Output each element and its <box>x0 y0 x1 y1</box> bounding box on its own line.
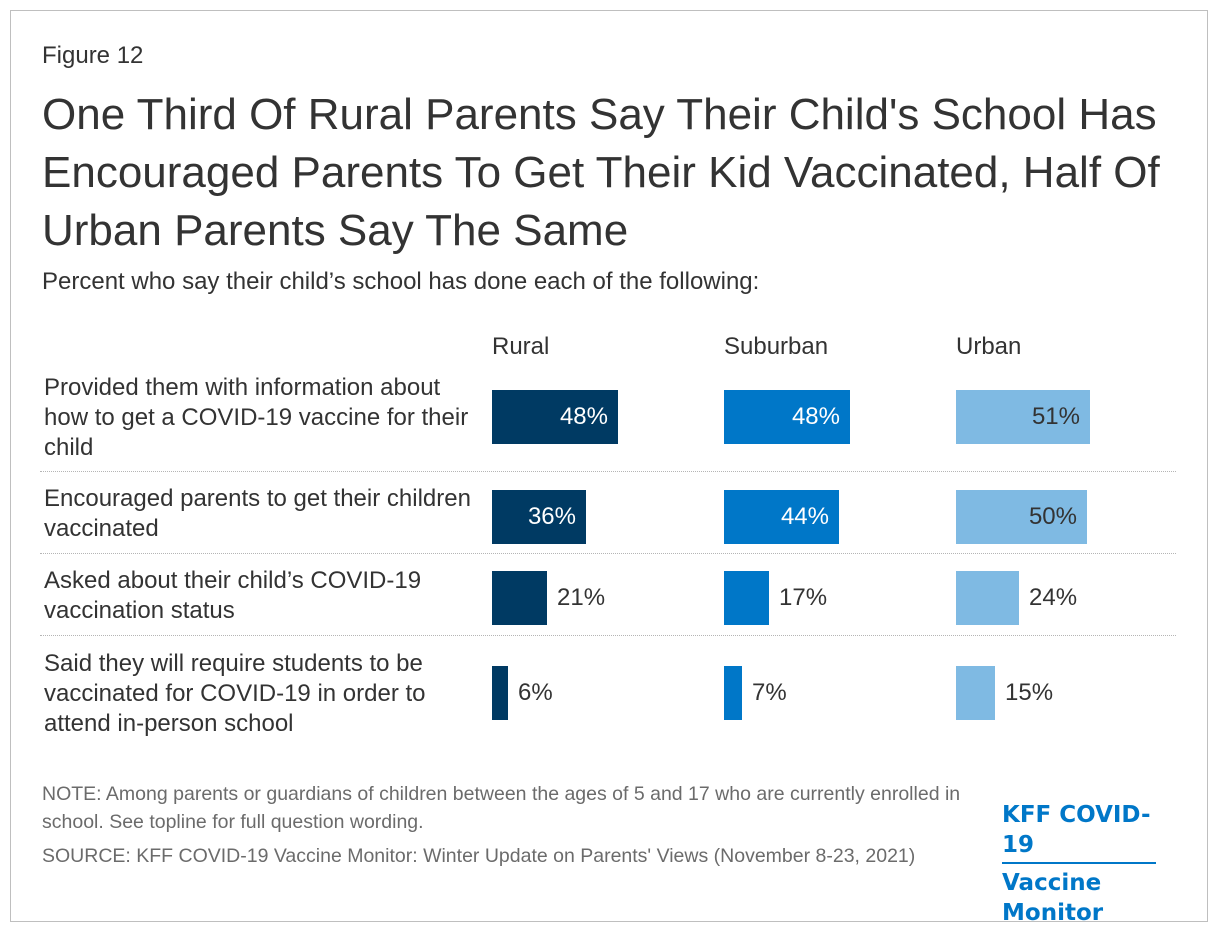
bar-suburban <box>724 666 742 720</box>
bar-value-label: 24% <box>1029 584 1078 611</box>
column-header-suburban: Suburban <box>724 333 829 360</box>
bar-value-label: 48% <box>559 403 608 430</box>
bar-suburban <box>724 390 850 444</box>
bar-value-label: 21% <box>557 584 606 611</box>
logo-line-2: Vaccine Monitor <box>1002 870 1104 926</box>
bar-value-label: 15% <box>1005 679 1054 706</box>
chart-title: One Third Of Rural Parents Say Their Chi… <box>42 90 1160 255</box>
row-label: Encouraged parents to get their children… <box>44 485 471 542</box>
bar-value-label: 6% <box>518 679 553 706</box>
bar-suburban <box>724 571 769 625</box>
logo-line-1: KFF COVID-19 <box>1002 800 1156 864</box>
row-label: Said they will require students to be va… <box>44 650 426 737</box>
bar-rural <box>492 571 547 625</box>
bar-value-label: 17% <box>779 584 828 611</box>
row-divider <box>40 553 1176 554</box>
row-divider <box>40 471 1176 472</box>
chart-subtitle: Percent who say their child’s school has… <box>42 268 760 295</box>
row-label: Asked about their child’s COVID-19 vacci… <box>44 567 422 624</box>
bar-value-label: 36% <box>527 503 576 530</box>
bar-value-label: 48% <box>791 403 840 430</box>
bar-value-label: 7% <box>752 679 787 706</box>
row-divider <box>40 635 1176 636</box>
kff-logo: KFF COVID-19 Vaccine Monitor <box>1002 800 1178 928</box>
bar-value-label: 51% <box>1031 403 1080 430</box>
bar-urban <box>956 571 1019 625</box>
bar-urban <box>956 490 1087 544</box>
bar-value-label: 44% <box>780 503 829 530</box>
column-header-rural: Rural <box>492 333 550 360</box>
chart-source: SOURCE: KFF COVID-19 Vaccine Monitor: Wi… <box>42 845 916 867</box>
bar-urban <box>956 390 1090 444</box>
figure-frame <box>10 10 1208 922</box>
figure-label: Figure 12 <box>42 42 144 69</box>
bar-urban <box>956 666 995 720</box>
chart-note: NOTE: Among parents or guardians of chil… <box>42 783 961 833</box>
column-header-urban: Urban <box>956 333 1022 360</box>
bar-rural <box>492 390 618 444</box>
row-label: Provided them with information about how… <box>44 374 469 461</box>
bar-rural <box>492 666 508 720</box>
bar-rural <box>492 490 586 544</box>
bar-value-label: 50% <box>1028 503 1077 530</box>
bar-suburban <box>724 490 839 544</box>
